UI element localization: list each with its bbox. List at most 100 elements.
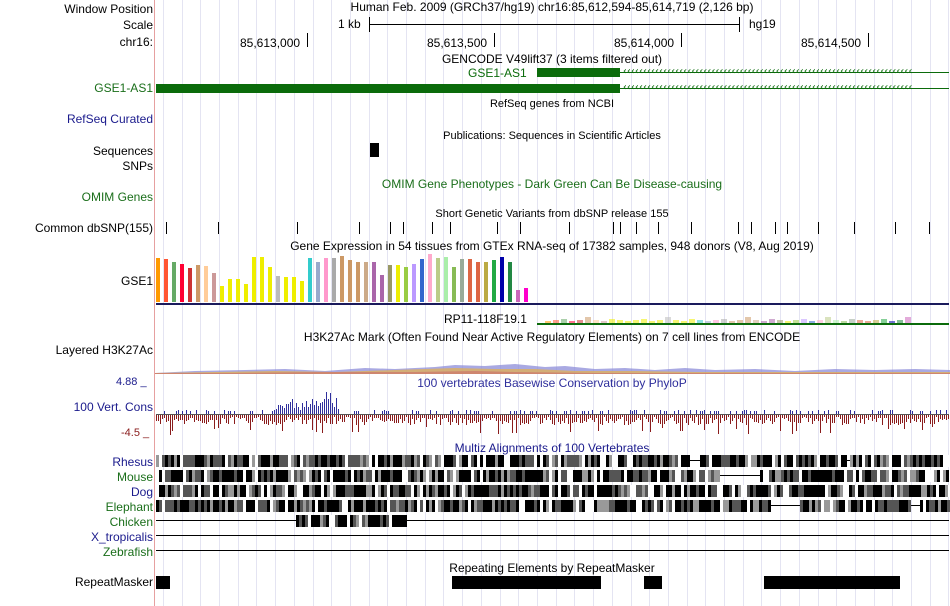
multiz-block[interactable] — [216, 500, 219, 512]
multiz-block[interactable] — [309, 485, 312, 497]
multiz-block[interactable] — [318, 470, 321, 482]
multiz-block[interactable] — [648, 500, 651, 512]
multiz-block[interactable] — [630, 470, 633, 482]
multiz-block[interactable] — [519, 500, 522, 512]
multiz-block[interactable] — [432, 470, 435, 482]
multiz-block[interactable] — [378, 455, 381, 467]
multiz-block[interactable] — [847, 470, 850, 482]
multiz-block[interactable] — [359, 515, 362, 527]
multiz-block[interactable] — [756, 500, 759, 512]
multiz-block[interactable] — [727, 455, 730, 467]
multiz-block[interactable] — [537, 500, 540, 512]
multiz-block[interactable] — [706, 455, 709, 467]
multiz-block[interactable] — [468, 485, 471, 497]
multiz-block[interactable] — [531, 455, 534, 467]
repeat-element[interactable] — [644, 576, 662, 589]
multiz-block[interactable] — [921, 485, 924, 497]
multiz-block[interactable] — [678, 485, 681, 497]
multiz-block[interactable] — [308, 515, 311, 527]
multiz-block[interactable] — [937, 455, 940, 467]
multiz-block[interactable] — [705, 500, 708, 512]
multiz-block[interactable] — [522, 500, 525, 512]
multiz-block[interactable] — [315, 470, 318, 482]
multiz-block[interactable] — [564, 470, 567, 482]
multiz-block[interactable] — [933, 485, 936, 497]
snp-tick[interactable] — [787, 222, 788, 234]
gtex-tissue-bar[interactable] — [476, 262, 480, 302]
multiz-block[interactable] — [525, 485, 528, 497]
gtex-tissue-bar[interactable] — [508, 262, 512, 302]
multiz-block[interactable] — [168, 485, 171, 497]
multiz-block[interactable] — [456, 500, 459, 512]
multiz-block[interactable] — [860, 500, 863, 512]
multiz-block[interactable] — [889, 470, 892, 482]
multiz-block[interactable] — [771, 485, 774, 497]
multiz-block[interactable] — [654, 455, 657, 467]
multiz-block[interactable] — [231, 455, 234, 467]
multiz-block[interactable] — [525, 455, 528, 467]
multiz-block[interactable] — [627, 455, 630, 467]
multiz-block[interactable] — [507, 470, 510, 482]
multiz-block[interactable] — [453, 470, 456, 482]
multiz-block[interactable] — [900, 485, 903, 497]
gtex-tissue-bar[interactable] — [468, 259, 472, 302]
multiz-block[interactable] — [907, 470, 910, 482]
multiz-block[interactable] — [318, 455, 321, 467]
multiz-block[interactable] — [588, 455, 591, 467]
multiz-block[interactable] — [821, 500, 824, 512]
multiz-block[interactable] — [600, 485, 603, 497]
multiz-block[interactable] — [504, 455, 507, 467]
multiz-block[interactable] — [772, 455, 775, 467]
species-dog[interactable]: Dog — [130, 485, 153, 499]
multiz-block[interactable] — [483, 470, 486, 482]
multiz-block[interactable] — [597, 485, 600, 497]
multiz-block[interactable] — [267, 470, 270, 482]
multiz-block[interactable] — [618, 485, 621, 497]
multiz-block[interactable] — [844, 470, 847, 482]
multiz-block[interactable] — [321, 500, 324, 512]
multiz-block[interactable] — [609, 455, 612, 467]
multiz-block[interactable] — [639, 485, 642, 497]
gtex-tissue-bar[interactable] — [492, 260, 496, 302]
multiz-block[interactable] — [399, 485, 402, 497]
multiz-block[interactable] — [822, 485, 825, 497]
multiz-block[interactable] — [285, 455, 288, 467]
multiz-block[interactable] — [874, 455, 877, 467]
multiz-block[interactable] — [183, 470, 186, 482]
multiz-block[interactable] — [159, 470, 162, 482]
multiz-block[interactable] — [369, 470, 372, 482]
multiz-block[interactable] — [864, 485, 867, 497]
multiz-block[interactable] — [534, 500, 537, 512]
multiz-block[interactable] — [360, 500, 363, 512]
multiz-block[interactable] — [393, 485, 396, 497]
multiz-block[interactable] — [564, 455, 567, 467]
snp-tick[interactable] — [620, 222, 621, 234]
multiz-block[interactable] — [390, 470, 393, 482]
multiz-block[interactable] — [840, 485, 843, 497]
multiz-block[interactable] — [862, 470, 865, 482]
multiz-block[interactable] — [261, 455, 264, 467]
multiz-block[interactable] — [321, 485, 324, 497]
multiz-block[interactable] — [474, 470, 477, 482]
multiz-block[interactable] — [438, 470, 441, 482]
multiz-block[interactable] — [591, 500, 594, 512]
multiz-block[interactable] — [915, 485, 918, 497]
multiz-block[interactable] — [540, 485, 543, 497]
multiz-block[interactable] — [919, 470, 922, 482]
multiz-block[interactable] — [350, 515, 353, 527]
multiz-block[interactable] — [342, 500, 345, 512]
multiz-block[interactable] — [615, 470, 618, 482]
multiz-block[interactable] — [904, 470, 907, 482]
multiz-block[interactable] — [165, 500, 168, 512]
multiz-block[interactable] — [398, 515, 401, 527]
multiz-block[interactable] — [806, 500, 809, 512]
multiz-block[interactable] — [660, 455, 663, 467]
multiz-block[interactable] — [204, 485, 207, 497]
track-label-gtex[interactable]: GSE1 — [120, 274, 153, 288]
multiz-block[interactable] — [411, 470, 414, 482]
multiz-block[interactable] — [736, 455, 739, 467]
multiz-block[interactable] — [387, 470, 390, 482]
multiz-block[interactable] — [633, 470, 636, 482]
multiz-block[interactable] — [720, 500, 723, 512]
multiz-block[interactable] — [561, 500, 564, 512]
